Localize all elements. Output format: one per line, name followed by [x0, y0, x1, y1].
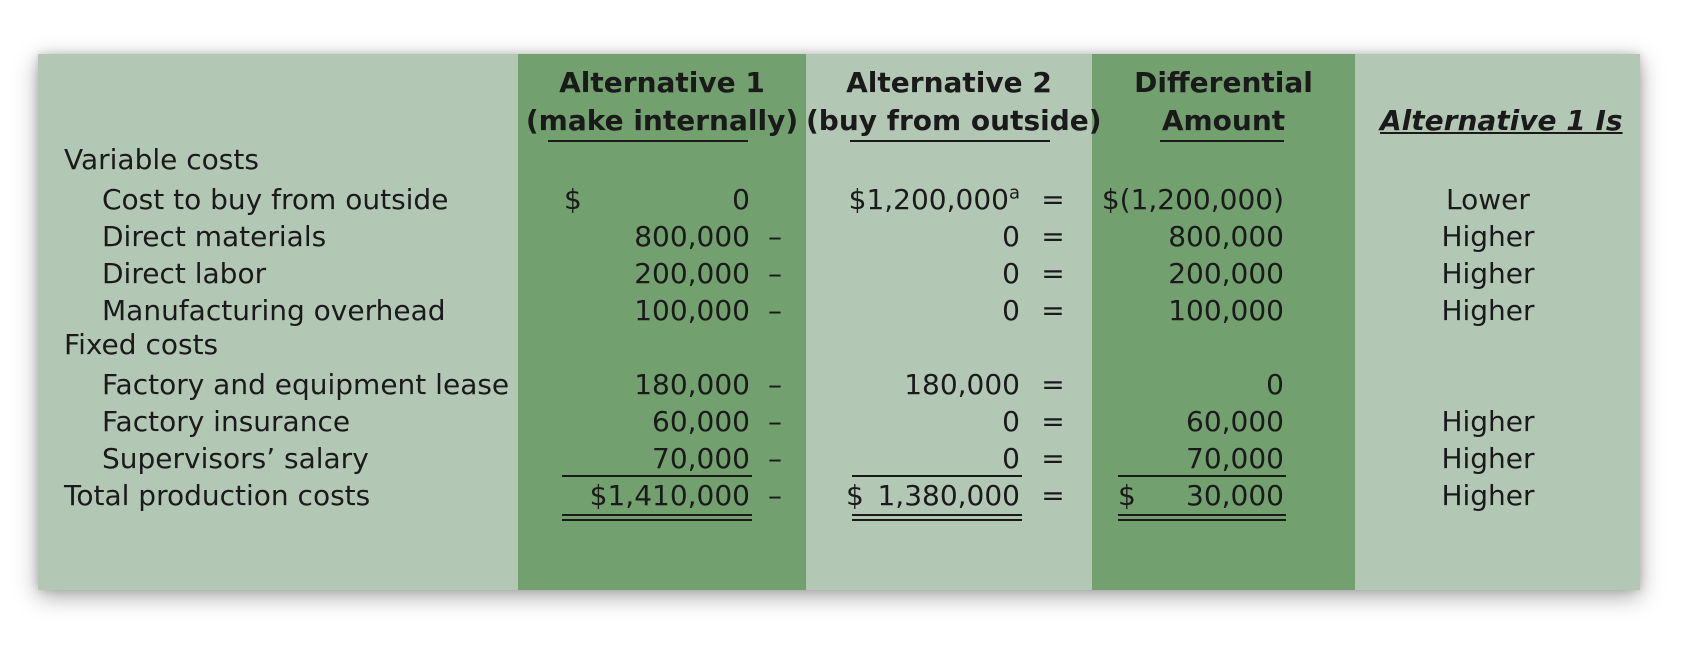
row-label: Cost to buy from outside: [102, 183, 449, 216]
alt2-value: 0: [1002, 405, 1020, 438]
total-status-value: Higher: [1441, 479, 1535, 512]
diff-value: 100,000: [1168, 294, 1284, 327]
section-fixed-costs: Fixed costs: [64, 328, 219, 361]
status-value: Higher: [1441, 442, 1535, 475]
equals-sign: =: [1041, 294, 1065, 327]
minus-sign: –: [768, 257, 782, 290]
alt2-value: 180,000: [904, 368, 1020, 401]
alt1-value: 100,000: [634, 294, 750, 327]
header-status: Alternative 1 Is: [1380, 104, 1623, 137]
header-alt2-line2: (buy from outside): [806, 104, 1102, 137]
alt2-total-double-underline: [852, 514, 1022, 521]
header-diff-underline: [1160, 140, 1284, 142]
alt1-value: 180,000: [634, 368, 750, 401]
equals-sign: =: [1041, 257, 1065, 290]
section-variable-costs: Variable costs: [64, 143, 259, 176]
total-alt2-value: 1,380,000: [877, 479, 1020, 512]
alt1-value: 800,000: [634, 220, 750, 253]
status-value: Higher: [1441, 220, 1535, 253]
equals-sign: =: [1041, 479, 1065, 512]
diff-value: $(1,200,000): [1101, 183, 1284, 216]
equals-sign: =: [1041, 220, 1065, 253]
status-value: Higher: [1441, 257, 1535, 290]
minus-sign: –: [768, 368, 782, 401]
total-alt2-dollar-sign: $: [846, 479, 864, 512]
alt1-subtotal-underline: [562, 475, 752, 477]
alt2-subtotal-underline: [852, 475, 1022, 477]
status-value: Higher: [1441, 294, 1535, 327]
minus-sign: –: [768, 442, 782, 475]
minus-sign: –: [768, 479, 782, 512]
make-or-buy-table: Alternative 1 (make internally) Alternat…: [38, 54, 1640, 590]
equals-sign: =: [1041, 405, 1065, 438]
total-alt1-value: $1,410,000: [589, 479, 750, 512]
header-diff-line2: Amount: [1161, 104, 1286, 137]
diff-value: 800,000: [1168, 220, 1284, 253]
alt2-value: 0: [1002, 257, 1020, 290]
alt1-total-double-underline: [562, 514, 752, 521]
row-label: Supervisors’ salary: [102, 442, 369, 475]
diff-value: 70,000: [1186, 442, 1284, 475]
equals-sign: =: [1041, 368, 1065, 401]
header-alt1-line2: (make internally): [525, 104, 799, 137]
row-label: Factory insurance: [102, 405, 351, 438]
alt1-value: 70,000: [652, 442, 750, 475]
alt2-value: 0: [1002, 294, 1020, 327]
row-label: Direct materials: [102, 220, 327, 253]
minus-sign: –: [768, 220, 782, 253]
alt1-value: 60,000: [652, 405, 750, 438]
header-alt1-line1: Alternative 1: [559, 66, 765, 99]
diff-value: 200,000: [1168, 257, 1284, 290]
alternative-1-column-band: [518, 54, 806, 590]
header-diff-line1: Differential: [1134, 66, 1313, 99]
status-value: Higher: [1441, 405, 1535, 438]
total-diff-dollar-sign: $: [1118, 479, 1136, 512]
total-label: Total production costs: [64, 479, 371, 512]
header-alt1-underline: [548, 140, 748, 142]
diff-subtotal-underline: [1118, 475, 1286, 477]
minus-sign: –: [768, 405, 782, 438]
alt1-dollar-sign: $: [564, 183, 582, 216]
alt2-value: 0: [1002, 442, 1020, 475]
minus-sign: –: [768, 294, 782, 327]
differential-column-band: [1092, 54, 1355, 590]
status-value: Lower: [1446, 183, 1530, 216]
equals-sign: =: [1041, 442, 1065, 475]
header-alt2-underline: [850, 140, 1050, 142]
alt2-value: $1,200,000a: [848, 182, 1020, 216]
footnote-marker: a: [1008, 182, 1020, 204]
row-label: Direct labor: [102, 257, 267, 290]
alt1-value: 0: [732, 183, 750, 216]
diff-value: 0: [1266, 368, 1284, 401]
alt2-value: 0: [1002, 220, 1020, 253]
equals-sign: =: [1041, 183, 1065, 216]
diff-value: 60,000: [1186, 405, 1284, 438]
diff-total-double-underline: [1118, 514, 1286, 521]
total-diff-value: 30,000: [1186, 479, 1284, 512]
header-alt2-line1: Alternative 2: [846, 66, 1052, 99]
row-label: Factory and equipment lease: [102, 368, 510, 401]
row-label: Manufacturing overhead: [102, 294, 446, 327]
alt1-value: 200,000: [634, 257, 750, 290]
